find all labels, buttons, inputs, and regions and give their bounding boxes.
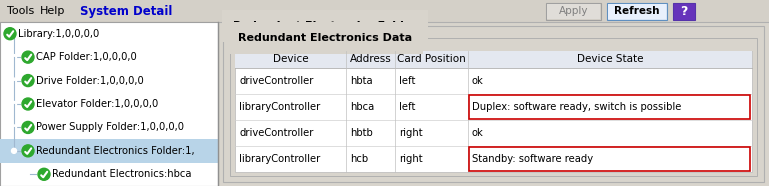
Circle shape <box>38 168 50 180</box>
Text: Redundant Electronics Folder:1,: Redundant Electronics Folder:1, <box>36 146 195 156</box>
Text: libraryController: libraryController <box>239 102 320 112</box>
Bar <box>0 139 218 163</box>
Text: Power Supply Folder:1,0,0,0,0: Power Supply Folder:1,0,0,0,0 <box>36 122 184 132</box>
Circle shape <box>12 148 16 153</box>
Text: hcb: hcb <box>350 154 368 164</box>
Text: Duplex: software ready, switch is possible: Duplex: software ready, switch is possib… <box>471 102 681 112</box>
Text: left: left <box>399 76 416 86</box>
Text: right: right <box>399 154 423 164</box>
Text: Refresh: Refresh <box>614 7 660 17</box>
Text: Help: Help <box>40 6 65 16</box>
Bar <box>0 22 218 186</box>
Text: libraryController: libraryController <box>239 154 320 164</box>
Bar <box>0 0 769 22</box>
Bar <box>547 4 600 19</box>
Text: Card Position: Card Position <box>397 54 466 65</box>
Text: System Detail: System Detail <box>80 4 172 17</box>
Circle shape <box>12 125 16 130</box>
Text: ok: ok <box>471 128 484 138</box>
Text: left: left <box>399 102 416 112</box>
Circle shape <box>22 121 34 133</box>
Bar <box>235 51 752 68</box>
Bar <box>468 147 750 171</box>
Text: Redundant Electronics Folder: Redundant Electronics Folder <box>233 21 417 31</box>
Text: Device State: Device State <box>577 54 643 65</box>
Circle shape <box>12 78 16 83</box>
Bar <box>673 3 695 20</box>
Text: Drive Folder:1,0,0,0,0: Drive Folder:1,0,0,0,0 <box>36 76 144 86</box>
Circle shape <box>12 55 16 60</box>
Text: Address: Address <box>350 54 391 65</box>
Text: right: right <box>399 128 423 138</box>
Circle shape <box>22 98 34 110</box>
Text: Library:1,0,0,0,0: Library:1,0,0,0,0 <box>18 29 99 39</box>
Text: hbta: hbta <box>350 76 373 86</box>
Text: CAP Folder:1,0,0,0,0: CAP Folder:1,0,0,0,0 <box>36 52 137 62</box>
Text: Elevator Folder:1,0,0,0,0: Elevator Folder:1,0,0,0,0 <box>36 99 158 109</box>
Bar <box>230 38 757 176</box>
Text: ?: ? <box>681 5 687 18</box>
Bar <box>607 3 667 20</box>
Bar <box>468 95 750 119</box>
Bar <box>546 3 601 20</box>
Text: Redundant Electronics Data: Redundant Electronics Data <box>238 33 412 43</box>
Text: driveController: driveController <box>239 76 314 86</box>
Text: Tools: Tools <box>7 6 35 16</box>
Circle shape <box>4 28 16 40</box>
Text: Device: Device <box>273 54 308 65</box>
Circle shape <box>22 51 34 63</box>
Bar <box>608 4 666 19</box>
Text: hbca: hbca <box>350 102 375 112</box>
Text: hbtb: hbtb <box>350 128 373 138</box>
Bar <box>218 22 769 186</box>
Circle shape <box>22 145 34 157</box>
Bar <box>223 26 764 182</box>
Circle shape <box>12 102 16 107</box>
Text: driveController: driveController <box>239 128 314 138</box>
Text: Redundant Electronics:hbca: Redundant Electronics:hbca <box>52 169 191 179</box>
Bar <box>235 51 752 172</box>
Circle shape <box>22 75 34 86</box>
Text: ok: ok <box>471 76 484 86</box>
Text: Apply: Apply <box>559 7 588 17</box>
Text: Standby: software ready: Standby: software ready <box>471 154 593 164</box>
